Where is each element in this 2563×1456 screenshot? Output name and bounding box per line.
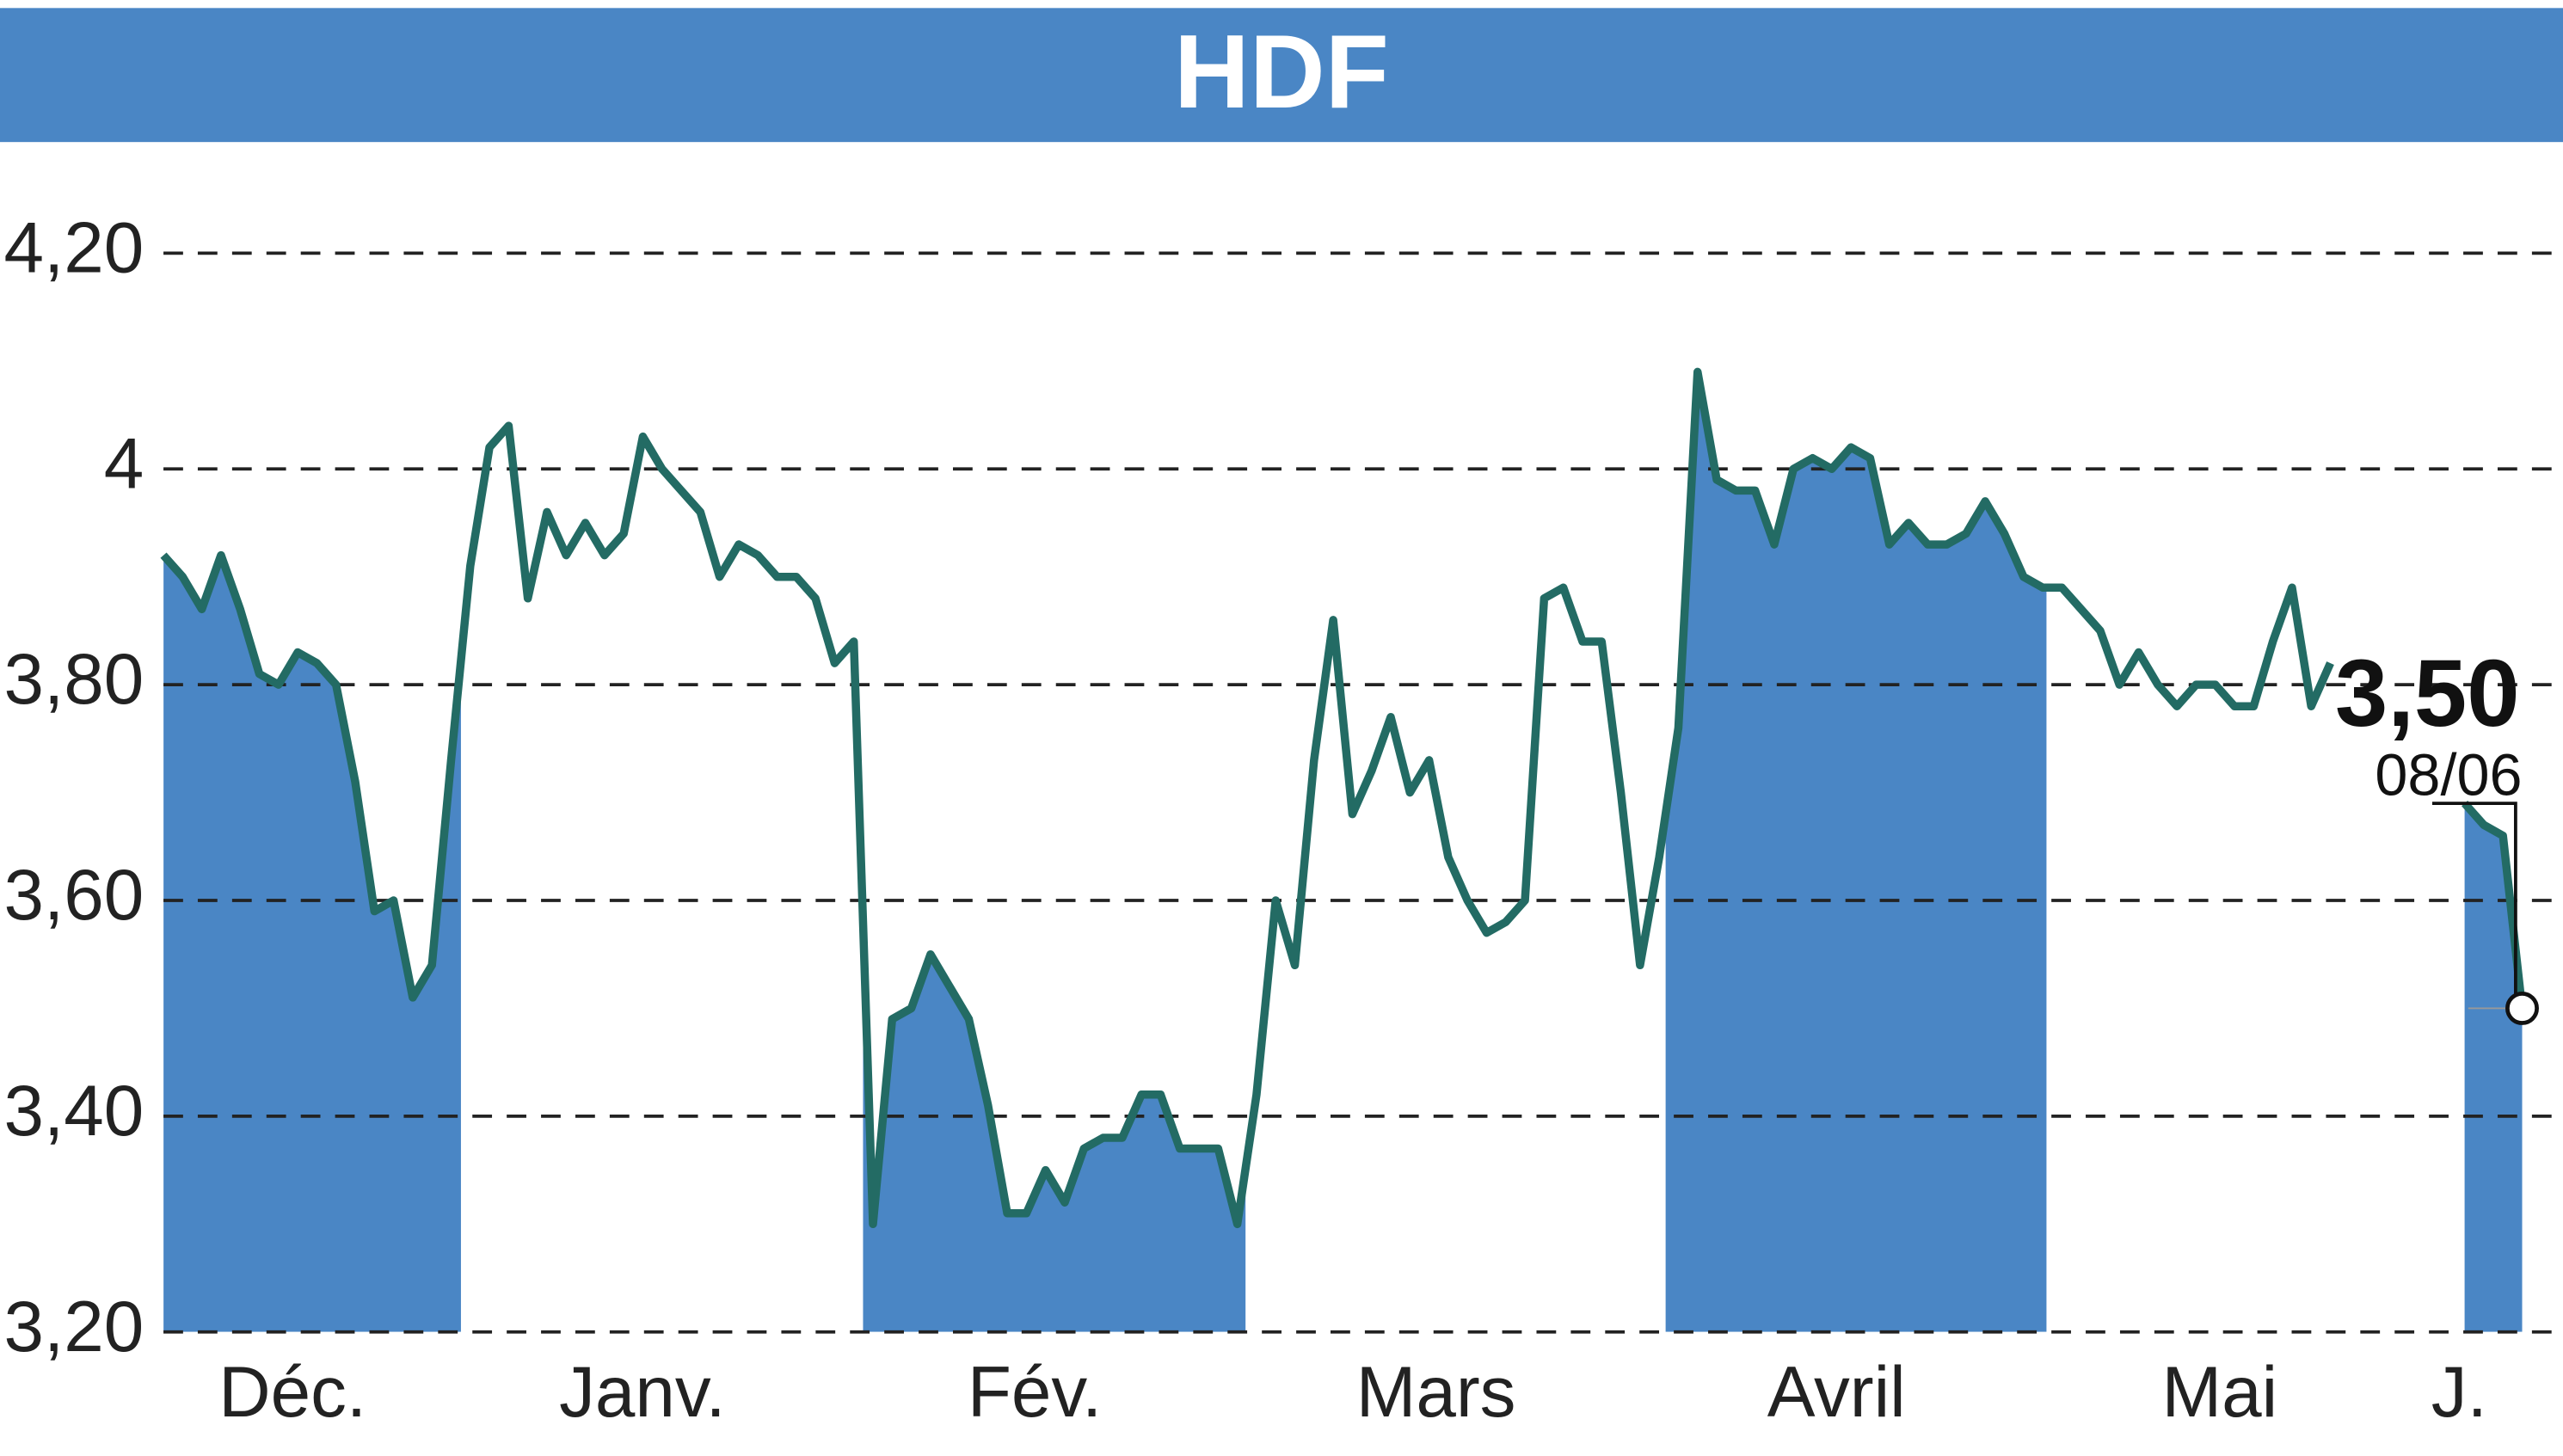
x-tick-label: Avril [1767,1351,1906,1432]
price-line [160,367,2527,1229]
bracket [2431,802,2517,1009]
y-tick-label: 3,40 [4,1070,144,1151]
x-tick-label: Mars [1356,1351,1516,1432]
x-tick-label: Fév. [968,1351,1102,1432]
header-bar [0,8,2563,143]
area [2464,803,2523,1332]
last-value: 3,50 [2335,641,2520,746]
y-tick-label: 3,80 [4,638,144,719]
x-tick-label: J. [2431,1351,2487,1432]
y-tick-label: 4,20 [4,206,144,287]
last-point [2505,991,2539,1025]
y-tick-label: 4 [104,422,144,503]
y-tick-label: 3,20 [4,1286,144,1367]
x-tick-label: Janv. [559,1351,726,1432]
x-tick-label: Déc. [218,1351,366,1432]
area [163,372,2331,1332]
y-tick-label: 3,60 [4,854,144,935]
chart-title: HDF [1174,13,1389,130]
x-tick-label: Mai [2162,1351,2278,1432]
last-date: 08/06 [2375,742,2522,808]
